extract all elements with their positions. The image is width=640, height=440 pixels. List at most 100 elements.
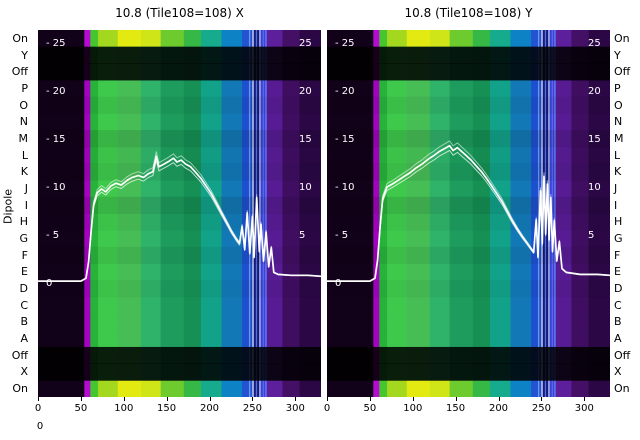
- row-label-right: C: [614, 298, 622, 312]
- x-tick-label: 100: [403, 403, 423, 414]
- x-axis: 0 50 100 150 200 250 300: [35, 397, 321, 431]
- inner-tick-right: 5: [588, 230, 594, 241]
- x-tick-label: 50: [363, 403, 377, 414]
- row-label-right: L: [614, 148, 621, 162]
- row-label-right: B: [614, 315, 622, 329]
- inner-tick-left: - 5: [335, 230, 348, 241]
- x-tick-label: 200: [488, 403, 509, 414]
- x-tick-mark: [584, 397, 586, 401]
- x-tick-label: 0: [34, 403, 42, 414]
- x-tick-label: 200: [199, 403, 220, 414]
- left-row-labels: On Y Off P O N M L K J I H G F E D C B A Off X On: [0, 0, 34, 440]
- row-label-right: E: [614, 265, 621, 279]
- x-tick-label: 150: [157, 403, 177, 414]
- inner-tick-left: - 15: [46, 134, 66, 145]
- inner-tick-right: 25: [299, 38, 312, 49]
- row-label-right: N: [614, 115, 623, 129]
- row-label-left: On: [12, 31, 28, 45]
- row-label-left: On: [12, 382, 28, 396]
- x-tick-mark: [412, 397, 414, 401]
- row-label-left: N: [19, 115, 28, 129]
- row-label-left: Off: [11, 65, 28, 79]
- row-label-right: H: [614, 215, 623, 229]
- x-tick-label: 250: [242, 403, 262, 414]
- inner-tick-right: 10: [299, 182, 312, 193]
- inner-tick-left: - 5: [46, 230, 59, 241]
- row-label-left: D: [19, 282, 28, 296]
- inner-tick-right: 15: [299, 134, 312, 145]
- row-label-right: Y: [614, 48, 621, 62]
- row-label-right: M: [614, 131, 624, 145]
- inner-tick-left: - 20: [46, 86, 66, 97]
- inner-axis-ticks: - 25 25 - 20 20 - 15 15 - 10 10 - 5 5 0: [335, 38, 601, 289]
- x-tick-mark: [38, 397, 39, 401]
- x-tick-label: 300: [574, 403, 594, 414]
- inner-tick-left: - 10: [335, 182, 355, 193]
- row-label-right: O: [614, 98, 623, 112]
- inner-tick-right: 20: [299, 86, 312, 97]
- x-tick-label: 300: [285, 403, 305, 414]
- x-tick-mark: [369, 397, 371, 401]
- row-label-left: P: [21, 81, 28, 95]
- row-label-right: I: [614, 198, 618, 212]
- inner-tick-right: 25: [588, 38, 601, 49]
- row-label-right: On: [614, 31, 630, 45]
- heatmap: - 25 25 - 20 20 - 15 15 - 10 10 - 5 5 0: [38, 30, 321, 397]
- row-label-left: B: [20, 315, 28, 329]
- row-label-right: F: [614, 248, 621, 262]
- row-label-left: C: [20, 298, 28, 312]
- x-tick-mark: [455, 397, 457, 401]
- panel-x: 10.8 (Tile108=108) X - 25 25 - 20 20 - 15 15 - …: [35, 6, 321, 414]
- x-tick-mark: [209, 397, 211, 401]
- inner-tick-left: 0: [335, 278, 341, 289]
- inner-tick-left: - 25: [335, 38, 355, 49]
- row-label-right: A: [614, 332, 622, 346]
- row-label-right: Off: [614, 65, 631, 79]
- inner-tick-left: - 15: [335, 134, 355, 145]
- row-label-left: K: [20, 165, 28, 179]
- row-label-right: G: [614, 232, 623, 246]
- row-label-right: D: [614, 282, 623, 296]
- row-label-left: H: [19, 215, 28, 229]
- x-tick-label: 0: [323, 403, 331, 414]
- x-axis: 0 50 100 150 200 250 300: [324, 397, 610, 431]
- row-label-left: G: [19, 232, 28, 246]
- row-label-right: J: [614, 181, 618, 195]
- inner-tick-right: 10: [588, 182, 601, 193]
- x-tick-mark: [252, 397, 254, 401]
- x-tick-mark: [541, 397, 543, 401]
- row-label-left: E: [21, 265, 28, 279]
- row-label-left: O: [19, 98, 28, 112]
- inner-axis-ticks: - 25 25 - 20 20 - 15 15 - 10 10 - 5 5 0: [46, 38, 312, 289]
- row-label-left: F: [21, 248, 28, 262]
- row-label-right: P: [614, 81, 621, 95]
- row-label-right: Off: [614, 348, 631, 362]
- x-tick-mark: [327, 397, 328, 401]
- inner-tick-left: - 10: [46, 182, 66, 193]
- extra-axis-tick: 0: [36, 421, 44, 432]
- row-label-left: M: [18, 131, 29, 145]
- inner-tick-left: 0: [46, 278, 52, 289]
- row-label-right: On: [614, 382, 630, 396]
- x-tick-label: 100: [114, 403, 134, 414]
- inner-tick-left: - 25: [46, 38, 66, 49]
- x-tick-mark: [295, 397, 297, 401]
- x-tick-mark: [80, 397, 82, 401]
- x-tick-label: 250: [531, 403, 551, 414]
- row-label-right: K: [614, 165, 622, 179]
- beam-response-line: [327, 140, 610, 282]
- x-tick-mark: [166, 397, 168, 401]
- right-row-labels: On Y Off P O N M L K J I H G F E D C B A Off X On: [612, 0, 640, 440]
- beam-response-line: [38, 151, 321, 282]
- row-label-left: J: [24, 181, 28, 195]
- panel-title: 10.8 (Tile108=108) X: [115, 6, 244, 20]
- row-shading: [327, 46, 610, 381]
- inner-tick-right: 15: [588, 134, 601, 145]
- inner-tick-right: 20: [588, 86, 601, 97]
- row-label-left: Y: [21, 48, 28, 62]
- x-tick-label: 150: [446, 403, 466, 414]
- row-label-left: A: [20, 332, 28, 346]
- row-label-left: L: [21, 148, 28, 162]
- x-tick-mark: [123, 397, 125, 401]
